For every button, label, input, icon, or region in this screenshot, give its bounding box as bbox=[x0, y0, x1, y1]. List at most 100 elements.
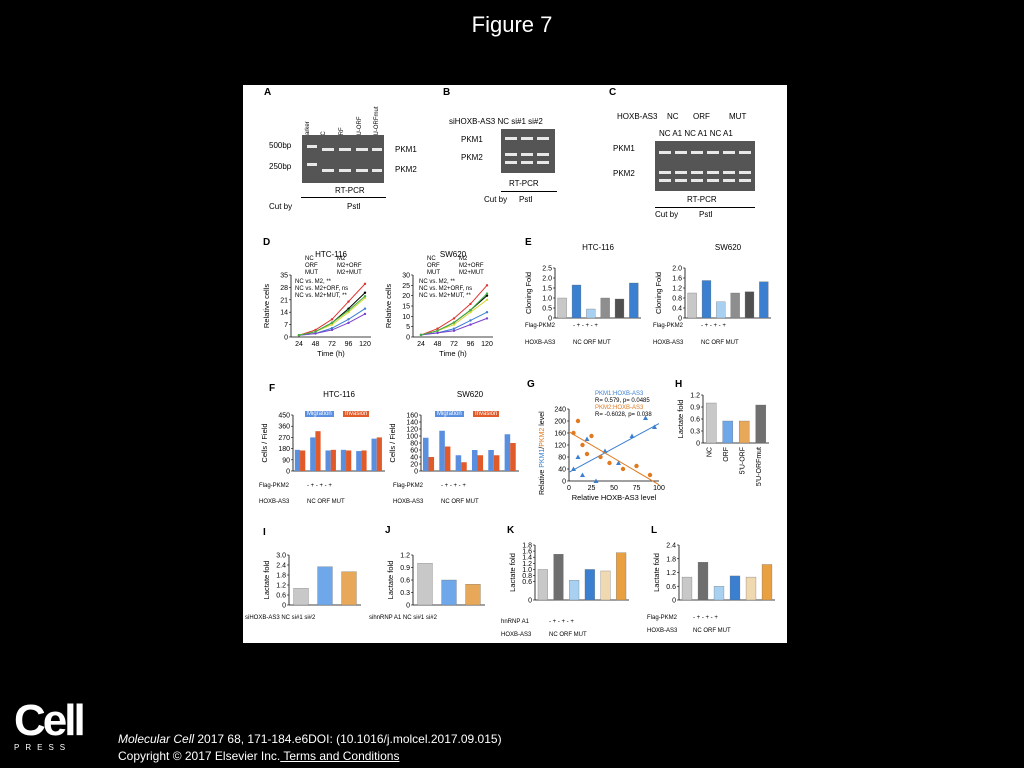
y-tick-label: 25 bbox=[402, 283, 410, 290]
y-tick-label: 80 bbox=[558, 455, 566, 462]
data-point bbox=[347, 311, 350, 314]
y-tick-label: 0 bbox=[528, 598, 532, 605]
chart-j-lactate: 0 0.3 0.6 0.9 1.2 Lactate fold bbox=[386, 553, 485, 610]
panel-d-label: D bbox=[263, 237, 271, 248]
panel-i-label: I bbox=[263, 527, 266, 538]
gel-c bbox=[655, 141, 755, 191]
bar bbox=[325, 450, 331, 471]
y-tick-label: 1.0 bbox=[542, 296, 552, 303]
copyright-text: Copyright © 2017 Elsevier Inc. bbox=[118, 749, 281, 763]
y-tick-label: 0.9 bbox=[400, 565, 410, 572]
data-point bbox=[469, 319, 472, 322]
bar bbox=[471, 450, 478, 471]
bar bbox=[705, 402, 717, 444]
bar bbox=[697, 562, 709, 601]
y-tick-label: 1.6 bbox=[522, 549, 532, 556]
band-label-pkm1-b: PKM1 bbox=[461, 135, 483, 144]
y-tick-label: 1.2 bbox=[276, 583, 286, 590]
l-hox-label: HOXB-AS3 bbox=[647, 628, 678, 634]
data-point bbox=[469, 302, 472, 306]
cut-by-label: Cut by bbox=[269, 202, 293, 211]
bar bbox=[745, 576, 757, 601]
rt-pcr-label-c: RT-PCR bbox=[687, 195, 717, 204]
data-point bbox=[363, 312, 367, 316]
chart-title: HTC-116 bbox=[315, 250, 347, 259]
chart-title: SW620 bbox=[715, 243, 742, 252]
sihoxb-header: siHOXB-AS3 NC si#1 si#2 bbox=[449, 117, 543, 126]
data-point bbox=[652, 424, 657, 429]
y-tick-label: 2.0 bbox=[672, 266, 682, 273]
bar bbox=[376, 437, 382, 471]
y-tick-label: 0.3 bbox=[400, 590, 410, 597]
chart-f-htc116: 0 90 180 270 360 450 Cells / Field HTC-116 bbox=[260, 390, 385, 476]
data-point bbox=[347, 300, 350, 303]
hoxb-as3-header-c: HOXB-AS3 bbox=[617, 112, 658, 121]
chart-e-sw620: 0 0.4 0.8 1.2 1.6 2.0 Cloning Fold SW620 bbox=[654, 243, 771, 323]
bar bbox=[713, 586, 725, 601]
y-axis-label: Relative cells bbox=[262, 284, 271, 328]
j-row: sihnRNP A1 NC si#1 si#2 bbox=[369, 615, 437, 621]
data-point bbox=[452, 323, 456, 326]
k-flag-label: hnRNP A1 bbox=[501, 619, 529, 625]
bar bbox=[330, 449, 336, 471]
panel-a-label: A bbox=[264, 87, 272, 98]
x-tick-label: 5'U-ORF bbox=[739, 447, 746, 474]
x-tick-label: 100 bbox=[653, 485, 665, 492]
stat-d2-3: NC vs. M2+MUT, ** bbox=[419, 293, 471, 299]
logo-wordmark: Cell bbox=[14, 696, 86, 745]
x-tick-label: ORF bbox=[723, 447, 730, 462]
chart-h-lactate: 0 0.3 0.6 0.9 1.2 Lactate fold NC ORF 5'U-ORF 5'U… bbox=[676, 393, 769, 486]
data-point bbox=[634, 463, 639, 469]
data-point bbox=[314, 332, 317, 335]
data-point bbox=[347, 309, 350, 312]
data-point bbox=[598, 454, 603, 460]
panel-j-label: J bbox=[385, 525, 391, 536]
y-tick-label: 2.0 bbox=[542, 276, 552, 283]
bar bbox=[687, 292, 697, 319]
bar bbox=[341, 571, 357, 606]
bar bbox=[417, 563, 433, 606]
citation-ref: 2017 68, 171-184.e6DOI: (10.1016/j.molce… bbox=[194, 732, 502, 746]
y-axis-label: Cells / Field bbox=[388, 423, 397, 462]
x-tick-label: 96 bbox=[345, 341, 353, 348]
y-axis-label: Relative cells bbox=[384, 284, 393, 328]
y-tick-label: 120 bbox=[406, 427, 418, 434]
data-point bbox=[485, 294, 489, 297]
data-point bbox=[452, 327, 456, 330]
y-tick-label: 90 bbox=[282, 457, 290, 464]
data-point bbox=[584, 451, 590, 457]
x-axis-label: Time (h) bbox=[439, 349, 467, 358]
y-tick-label: 40 bbox=[558, 467, 566, 474]
y-tick-label: 450 bbox=[278, 413, 290, 420]
data-point bbox=[485, 311, 489, 314]
bar bbox=[346, 450, 352, 471]
x-tick-label: NC bbox=[706, 447, 713, 457]
x-tick-label: 25 bbox=[588, 485, 596, 492]
y-tick-label: 0 bbox=[562, 479, 566, 486]
chart-title: HTC-116 bbox=[323, 390, 355, 399]
y-tick-label: 3.0 bbox=[276, 553, 286, 560]
bar bbox=[439, 430, 445, 471]
bar bbox=[293, 588, 309, 606]
stat-d1-1: NC vs. M2, ** bbox=[295, 279, 332, 285]
y-tick-label: 2.4 bbox=[666, 543, 676, 550]
x-axis-label: Time (h) bbox=[317, 349, 345, 358]
data-point bbox=[647, 472, 653, 478]
g-stat-pkm2: R= -0.6028, p= 0.038 bbox=[595, 412, 652, 418]
data-point bbox=[330, 326, 334, 330]
data-point bbox=[643, 415, 648, 420]
data-point bbox=[584, 436, 590, 441]
legend-d1-m2orf: M2+ORF bbox=[337, 263, 362, 269]
data-point bbox=[330, 321, 334, 325]
y-axis-label: Lactate fold bbox=[676, 400, 685, 439]
panel-h-label: H bbox=[675, 379, 683, 390]
data-point bbox=[436, 327, 439, 330]
group-nc-c: NC bbox=[667, 112, 679, 121]
x-tick-label: 48 bbox=[434, 341, 442, 348]
bar bbox=[455, 455, 462, 471]
bar bbox=[584, 569, 595, 601]
bar bbox=[315, 431, 321, 471]
x-tick-label: 0 bbox=[567, 485, 571, 492]
terms-link[interactable]: Terms and Conditions bbox=[280, 749, 400, 763]
